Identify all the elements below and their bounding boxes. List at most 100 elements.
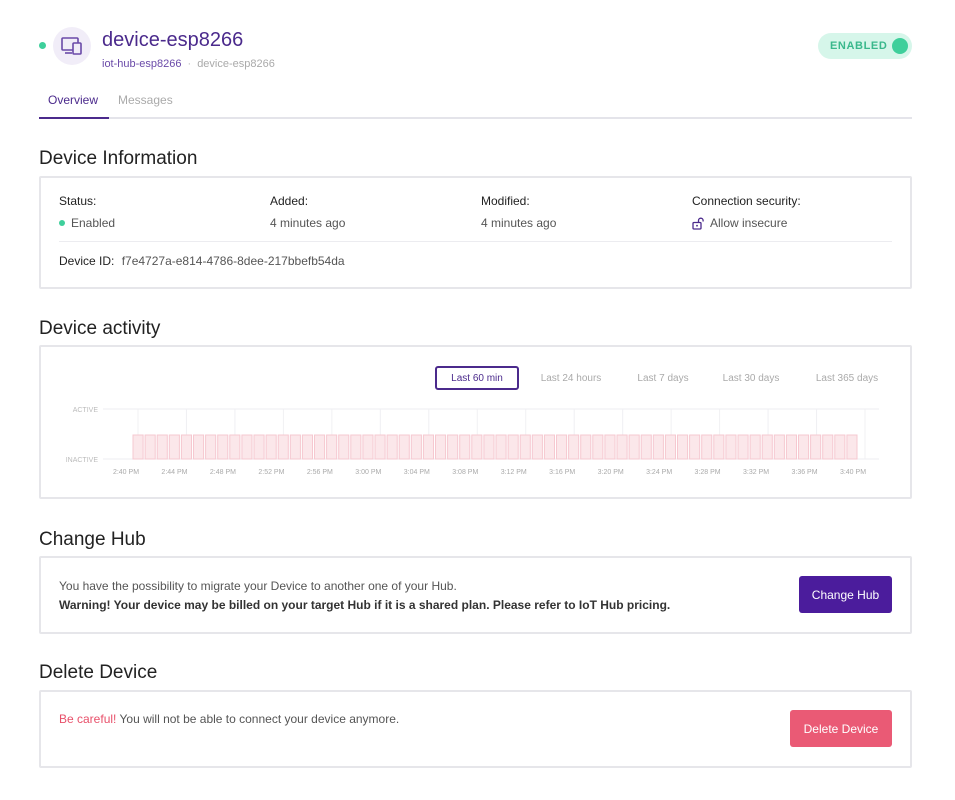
activity-bar xyxy=(447,434,459,460)
info-divider xyxy=(59,241,892,242)
enabled-toggle[interactable]: ENABLED xyxy=(818,33,912,59)
x-tick-label: 2:52 PM xyxy=(258,469,284,476)
change-hub-text: You have the possibility to migrate your… xyxy=(59,579,457,593)
change-hub-title: Change Hub xyxy=(39,529,146,550)
status-value: Enabled xyxy=(71,216,116,230)
added-field: Added: 4 minutes ago xyxy=(270,194,345,230)
device-id-label: Device ID: xyxy=(59,254,115,268)
activity-bar xyxy=(798,434,810,460)
added-label: Added: xyxy=(270,194,309,208)
device-icon xyxy=(53,27,91,65)
tab-active-indicator xyxy=(39,117,109,119)
activity-bar xyxy=(180,434,192,460)
device-header: device-esp8266 iot-hub-esp8266 · device-… xyxy=(0,0,955,120)
x-tick-label: 3:00 PM xyxy=(355,469,381,476)
range-last-24-hours[interactable]: Last 24 hours xyxy=(540,372,602,384)
breadcrumb-device: device-esp8266 xyxy=(197,58,275,70)
activity-bar xyxy=(519,434,531,460)
tab-overview[interactable]: Overview xyxy=(48,93,99,107)
activity-bar xyxy=(229,434,241,460)
activity-bar xyxy=(822,434,834,460)
tab-messages[interactable]: Messages xyxy=(118,93,173,107)
activity-bar xyxy=(435,434,447,460)
x-tick-label: 2:40 PM xyxy=(113,469,139,476)
activity-bar xyxy=(737,434,749,460)
breadcrumb: iot-hub-esp8266 · device-esp8266 xyxy=(102,58,275,70)
range-last-60-min[interactable]: Last 60 min xyxy=(435,366,519,390)
activity-bar xyxy=(713,434,725,460)
activity-chart: ACTIVE INACTIVE 2:40 PM 2:44 PM 2:48 PM 2:52 … xyxy=(66,407,879,476)
delete-device-card: Be careful! You will not be able to conn… xyxy=(39,690,912,768)
activity-bar xyxy=(483,434,495,460)
range-last-7-days[interactable]: Last 7 days xyxy=(637,372,689,384)
range-last-30-days[interactable]: Last 30 days xyxy=(722,372,780,384)
activity-bar xyxy=(410,434,422,460)
unlock-icon xyxy=(692,217,704,230)
activity-bar xyxy=(773,434,785,460)
activity-bar xyxy=(398,434,410,460)
activity-bar xyxy=(810,434,822,460)
activity-bar xyxy=(677,434,689,460)
modified-field: Modified: 4 minutes ago xyxy=(481,194,556,230)
change-hub-warning: Warning! Your device may be billed on yo… xyxy=(59,598,671,612)
activity-bar xyxy=(217,434,229,460)
activity-bar xyxy=(289,434,301,460)
x-tick-label: 3:32 PM xyxy=(743,469,769,476)
activity-bar xyxy=(834,434,846,460)
activity-bar xyxy=(193,434,205,460)
activity-bar xyxy=(168,434,180,460)
breadcrumb-separator: · xyxy=(187,58,192,70)
security-value-row: Allow insecure xyxy=(692,216,801,230)
device-info-title: Device Information xyxy=(39,148,198,169)
activity-bar xyxy=(350,434,362,460)
activity-bar xyxy=(689,434,701,460)
activity-bar xyxy=(725,434,737,460)
activity-bar xyxy=(459,434,471,460)
activity-bar xyxy=(362,434,374,460)
activity-bar xyxy=(471,434,483,460)
x-tick-label: 3:36 PM xyxy=(791,469,817,476)
x-tick-label: 3:20 PM xyxy=(598,469,624,476)
activity-bar xyxy=(568,434,580,460)
activity-bar xyxy=(132,434,144,460)
activity-bar xyxy=(205,434,217,460)
x-tick-label: 2:56 PM xyxy=(307,469,333,476)
change-hub-card: You have the possibility to migrate your… xyxy=(39,556,912,634)
page-title: device-esp8266 xyxy=(102,29,244,51)
device-id-value[interactable]: f7e4727a-e814-4786-8dee-217bbefb54da xyxy=(121,254,345,268)
activity-bar xyxy=(846,434,858,460)
delete-device-button[interactable]: Delete Device xyxy=(790,710,892,747)
activity-bar xyxy=(326,434,338,460)
delete-warning: Be careful! xyxy=(59,712,117,726)
device-id-row: Device ID: f7e4727a-e814-4786-8dee-217bb… xyxy=(59,254,345,268)
x-tick-label: 3:24 PM xyxy=(646,469,672,476)
change-hub-button[interactable]: Change Hub xyxy=(799,576,892,613)
activity-bar xyxy=(749,434,761,460)
x-tick-label: 2:48 PM xyxy=(210,469,236,476)
x-tick-label: 3:08 PM xyxy=(452,469,478,476)
activity-title: Device activity xyxy=(39,318,161,339)
activity-bar xyxy=(241,434,253,460)
activity-bar xyxy=(374,434,386,460)
activity-bar xyxy=(314,434,326,460)
activity-bar xyxy=(616,434,628,460)
activity-bar xyxy=(531,434,543,460)
x-tick-label: 3:12 PM xyxy=(501,469,527,476)
security-value: Allow insecure xyxy=(710,216,788,230)
activity-bar xyxy=(386,434,398,460)
modified-value: 4 minutes ago xyxy=(481,216,557,230)
range-last-365-days[interactable]: Last 365 days xyxy=(815,372,879,384)
activity-bar xyxy=(604,434,616,460)
modified-label: Modified: xyxy=(481,194,530,208)
breadcrumb-hub-link[interactable]: iot-hub-esp8266 xyxy=(102,58,182,70)
activity-bar xyxy=(265,434,277,460)
activity-bar xyxy=(664,434,677,460)
activity-bar xyxy=(652,434,664,460)
activity-bar xyxy=(592,434,604,460)
x-tick-label: 2:44 PM xyxy=(161,469,187,476)
activity-bar xyxy=(495,434,507,460)
activity-bar xyxy=(701,434,713,460)
tab-bar: Overview Messages xyxy=(39,86,912,119)
delete-description: Be careful! You will not be able to conn… xyxy=(59,712,399,726)
delete-text: You will not be able to connect your dev… xyxy=(116,712,400,726)
